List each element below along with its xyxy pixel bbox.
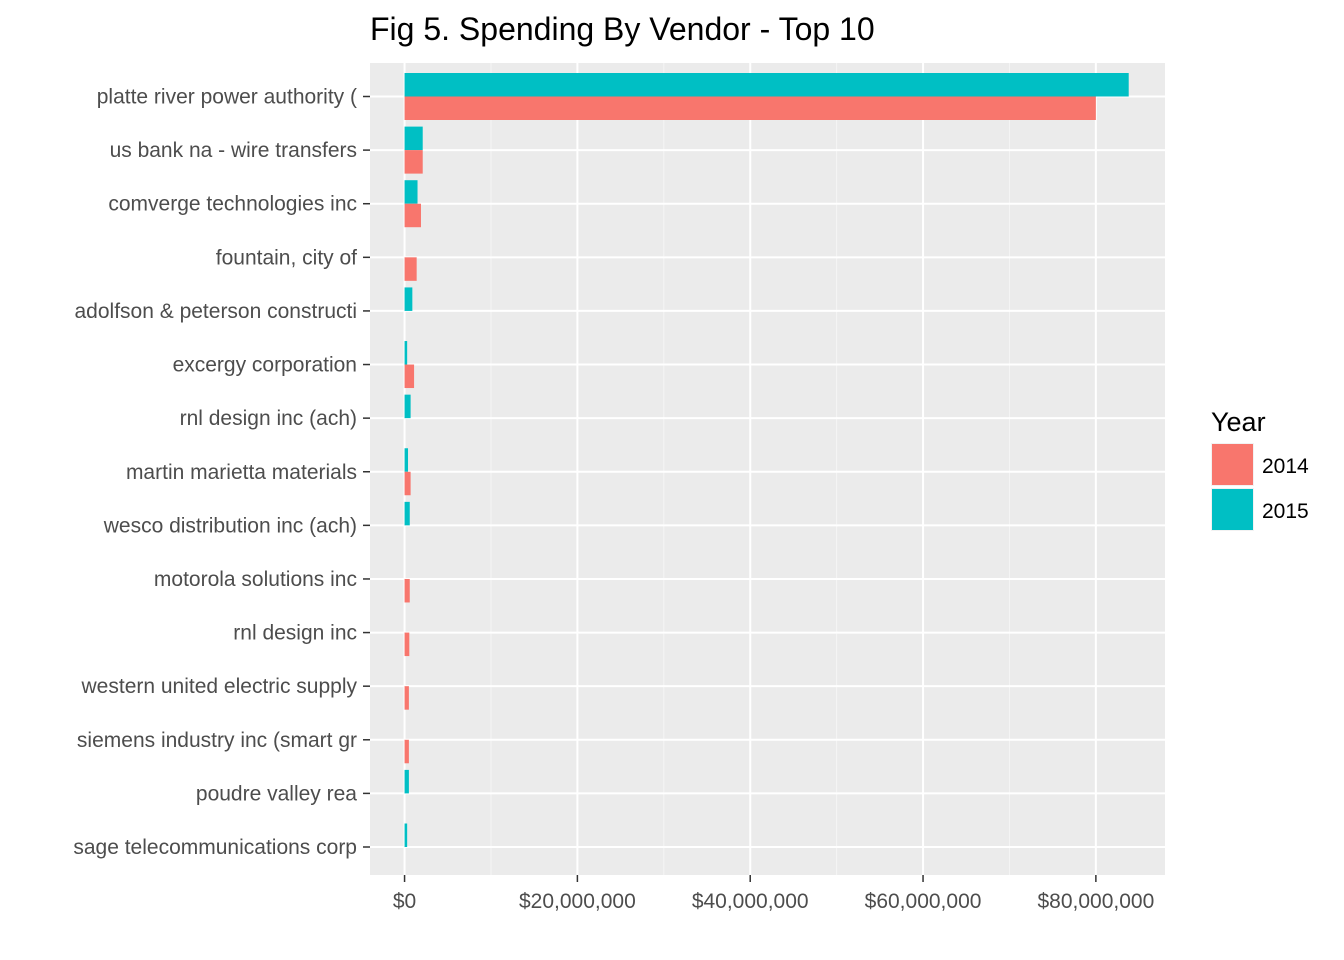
y-tick-label: sage telecommunications corp: [73, 836, 357, 859]
y-tick-label: martin marietta materials: [126, 461, 357, 484]
y-tick-label: fountain, city of: [216, 246, 357, 269]
y-tick-label: poudre valley rea: [196, 782, 357, 805]
plot-panel: [370, 63, 1165, 875]
bar-2015: [404, 73, 1129, 97]
bar-2014: [404, 203, 421, 228]
x-axis: $0 $20,000,000 $40,000,000 $60,000,000 $80,0…: [393, 875, 1154, 913]
y-tick-label: comverge technologies inc: [108, 193, 357, 216]
y-tick-label: excergy corporation: [173, 354, 357, 377]
y-tick-label: platte river power authority (: [97, 86, 357, 109]
legend: Year 2014 2015: [1211, 407, 1309, 531]
legend-title: Year: [1211, 407, 1266, 437]
x-tick-label: $80,000,000: [1037, 890, 1154, 913]
x-tick-label: $0: [393, 890, 416, 913]
bar-2015: [404, 769, 409, 794]
bar-2015: [404, 823, 408, 847]
bar-2014: [404, 96, 1096, 120]
x-tick-label: $20,000,000: [519, 890, 636, 913]
bar-layer: [404, 73, 1129, 847]
y-axis: platte river power authority ( us bank na…: [73, 86, 370, 859]
bar-2014: [404, 686, 409, 710]
bar-2014: [404, 632, 410, 657]
bar-2014: [404, 578, 410, 603]
x-tick-label: $40,000,000: [692, 890, 809, 913]
grid-layer: [370, 63, 1165, 875]
legend-label-2014: 2014: [1262, 455, 1309, 478]
bar-2015: [404, 126, 423, 151]
legend-label-2015: 2015: [1262, 500, 1309, 523]
y-tick-label: siemens industry inc (smart gr: [77, 729, 357, 752]
y-tick-label: wesco distribution inc (ach): [103, 514, 357, 537]
bar-2015: [404, 501, 410, 526]
y-tick-label: us bank na - wire transfers: [110, 139, 357, 162]
y-tick-label: motorola solutions inc: [154, 568, 357, 591]
bar-2014: [404, 739, 409, 764]
bar-2014: [404, 150, 423, 174]
y-tick-label: adolfson & peterson constructi: [75, 300, 358, 323]
y-tick-label: rnl design inc (ach): [180, 407, 357, 430]
bar-2014: [404, 364, 415, 389]
y-tick-label: rnl design inc: [233, 622, 357, 645]
x-tick-label: $60,000,000: [865, 890, 982, 913]
y-tick-label: western united electric supply: [81, 675, 358, 698]
bar-2015: [404, 180, 418, 204]
bar-2015: [404, 394, 411, 419]
chart-title: Fig 5. Spending By Vendor - Top 10: [370, 11, 875, 47]
bar-2015: [404, 287, 413, 311]
legend-key-2015: [1212, 489, 1253, 530]
legend-key-2014: [1212, 444, 1253, 485]
bar-2014: [404, 471, 411, 496]
bar-2014: [404, 257, 417, 281]
bar-2015: [404, 448, 409, 472]
bar-2015: [404, 341, 408, 365]
